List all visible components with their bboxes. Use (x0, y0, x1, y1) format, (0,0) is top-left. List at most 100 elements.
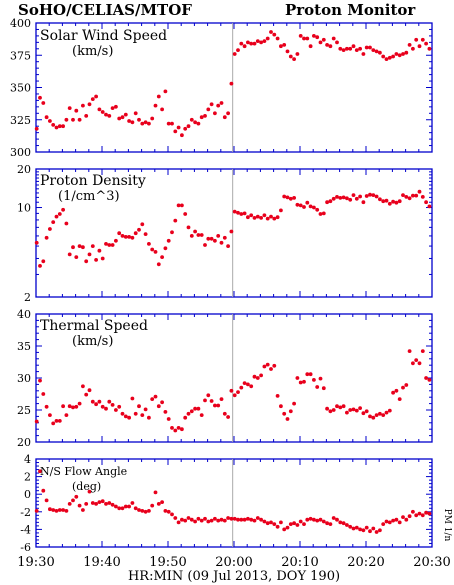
data-point (252, 518, 257, 523)
data-point (401, 52, 405, 56)
data-point (48, 119, 52, 123)
data-point (67, 502, 72, 506)
y-tick-label: -2 (20, 506, 31, 519)
data-point (420, 37, 425, 42)
data-point (127, 235, 131, 239)
data-point (206, 107, 211, 112)
data-point (219, 397, 224, 401)
data-point (354, 48, 359, 52)
data-point (295, 52, 300, 56)
data-point (282, 411, 287, 416)
data-point (84, 259, 89, 264)
data-point (41, 101, 46, 105)
data-point (183, 212, 188, 216)
data-point (156, 404, 161, 409)
data-point (404, 50, 409, 55)
data-point (417, 361, 422, 366)
data-point (368, 529, 372, 534)
y-tick-label: 20 (17, 163, 31, 176)
data-point (120, 234, 125, 238)
data-point (364, 409, 369, 414)
data-point (51, 508, 56, 512)
data-point (123, 235, 128, 239)
data-point (64, 221, 69, 226)
data-point (160, 400, 165, 405)
data-point (246, 516, 250, 521)
data-point (120, 411, 125, 416)
data-point (114, 408, 118, 412)
data-point (87, 388, 92, 393)
data-point (391, 199, 395, 204)
data-point (371, 48, 376, 52)
panel-unit-label: (deg) (72, 480, 101, 493)
data-point (193, 120, 198, 125)
data-point (321, 37, 326, 42)
data-point (315, 35, 320, 40)
data-point (338, 405, 343, 410)
data-point (312, 34, 316, 38)
data-point (312, 205, 316, 210)
data-point (361, 411, 366, 416)
data-point (246, 40, 250, 45)
data-point (331, 408, 336, 412)
data-point (345, 196, 349, 201)
x-tick-label: 20:00 (215, 555, 252, 570)
data-point (384, 519, 389, 524)
data-point (345, 46, 349, 51)
data-point (219, 240, 224, 245)
data-point (137, 404, 141, 409)
data-point (282, 43, 287, 47)
data-point (249, 384, 254, 389)
data-point (193, 229, 198, 234)
y-tick-label: 300 (10, 146, 31, 159)
data-point (282, 527, 287, 532)
data-point (387, 201, 392, 206)
data-point (38, 378, 42, 383)
data-point (262, 364, 267, 369)
data-point (48, 227, 52, 231)
data-point (391, 54, 395, 59)
data-point (150, 247, 155, 252)
data-point (236, 48, 240, 52)
data-point (341, 404, 346, 409)
data-point (77, 117, 82, 122)
data-point (104, 406, 108, 411)
data-point (199, 233, 204, 237)
data-point (321, 519, 326, 524)
data-point (176, 125, 181, 130)
panel-title: Proton Density (40, 173, 146, 189)
data-point (51, 220, 56, 225)
data-point (77, 244, 82, 249)
data-point (189, 234, 194, 238)
data-point (219, 517, 224, 522)
data-point (275, 215, 280, 220)
data-point (242, 381, 247, 385)
data-point (262, 519, 267, 524)
data-point (371, 526, 376, 531)
data-point (288, 409, 293, 414)
data-point (87, 252, 92, 257)
data-point (255, 39, 260, 43)
data-point (378, 50, 382, 55)
data-point (345, 410, 349, 415)
data-point (97, 107, 102, 112)
data-point (315, 207, 320, 212)
data-point (265, 216, 270, 221)
data-point (153, 250, 158, 254)
data-point (193, 519, 198, 524)
panel-title: Thermal Speed (40, 318, 148, 334)
data-point (143, 120, 148, 125)
data-point (420, 513, 425, 518)
data-point (414, 37, 419, 42)
data-point (51, 421, 56, 426)
y-tick-label: 25 (17, 404, 31, 417)
data-point (41, 259, 46, 264)
data-point (183, 518, 188, 523)
data-point (358, 406, 362, 410)
data-point (71, 245, 75, 250)
y-tick-label: 10 (17, 202, 31, 215)
data-point (242, 44, 247, 49)
data-point (285, 49, 290, 54)
data-point (150, 116, 155, 121)
